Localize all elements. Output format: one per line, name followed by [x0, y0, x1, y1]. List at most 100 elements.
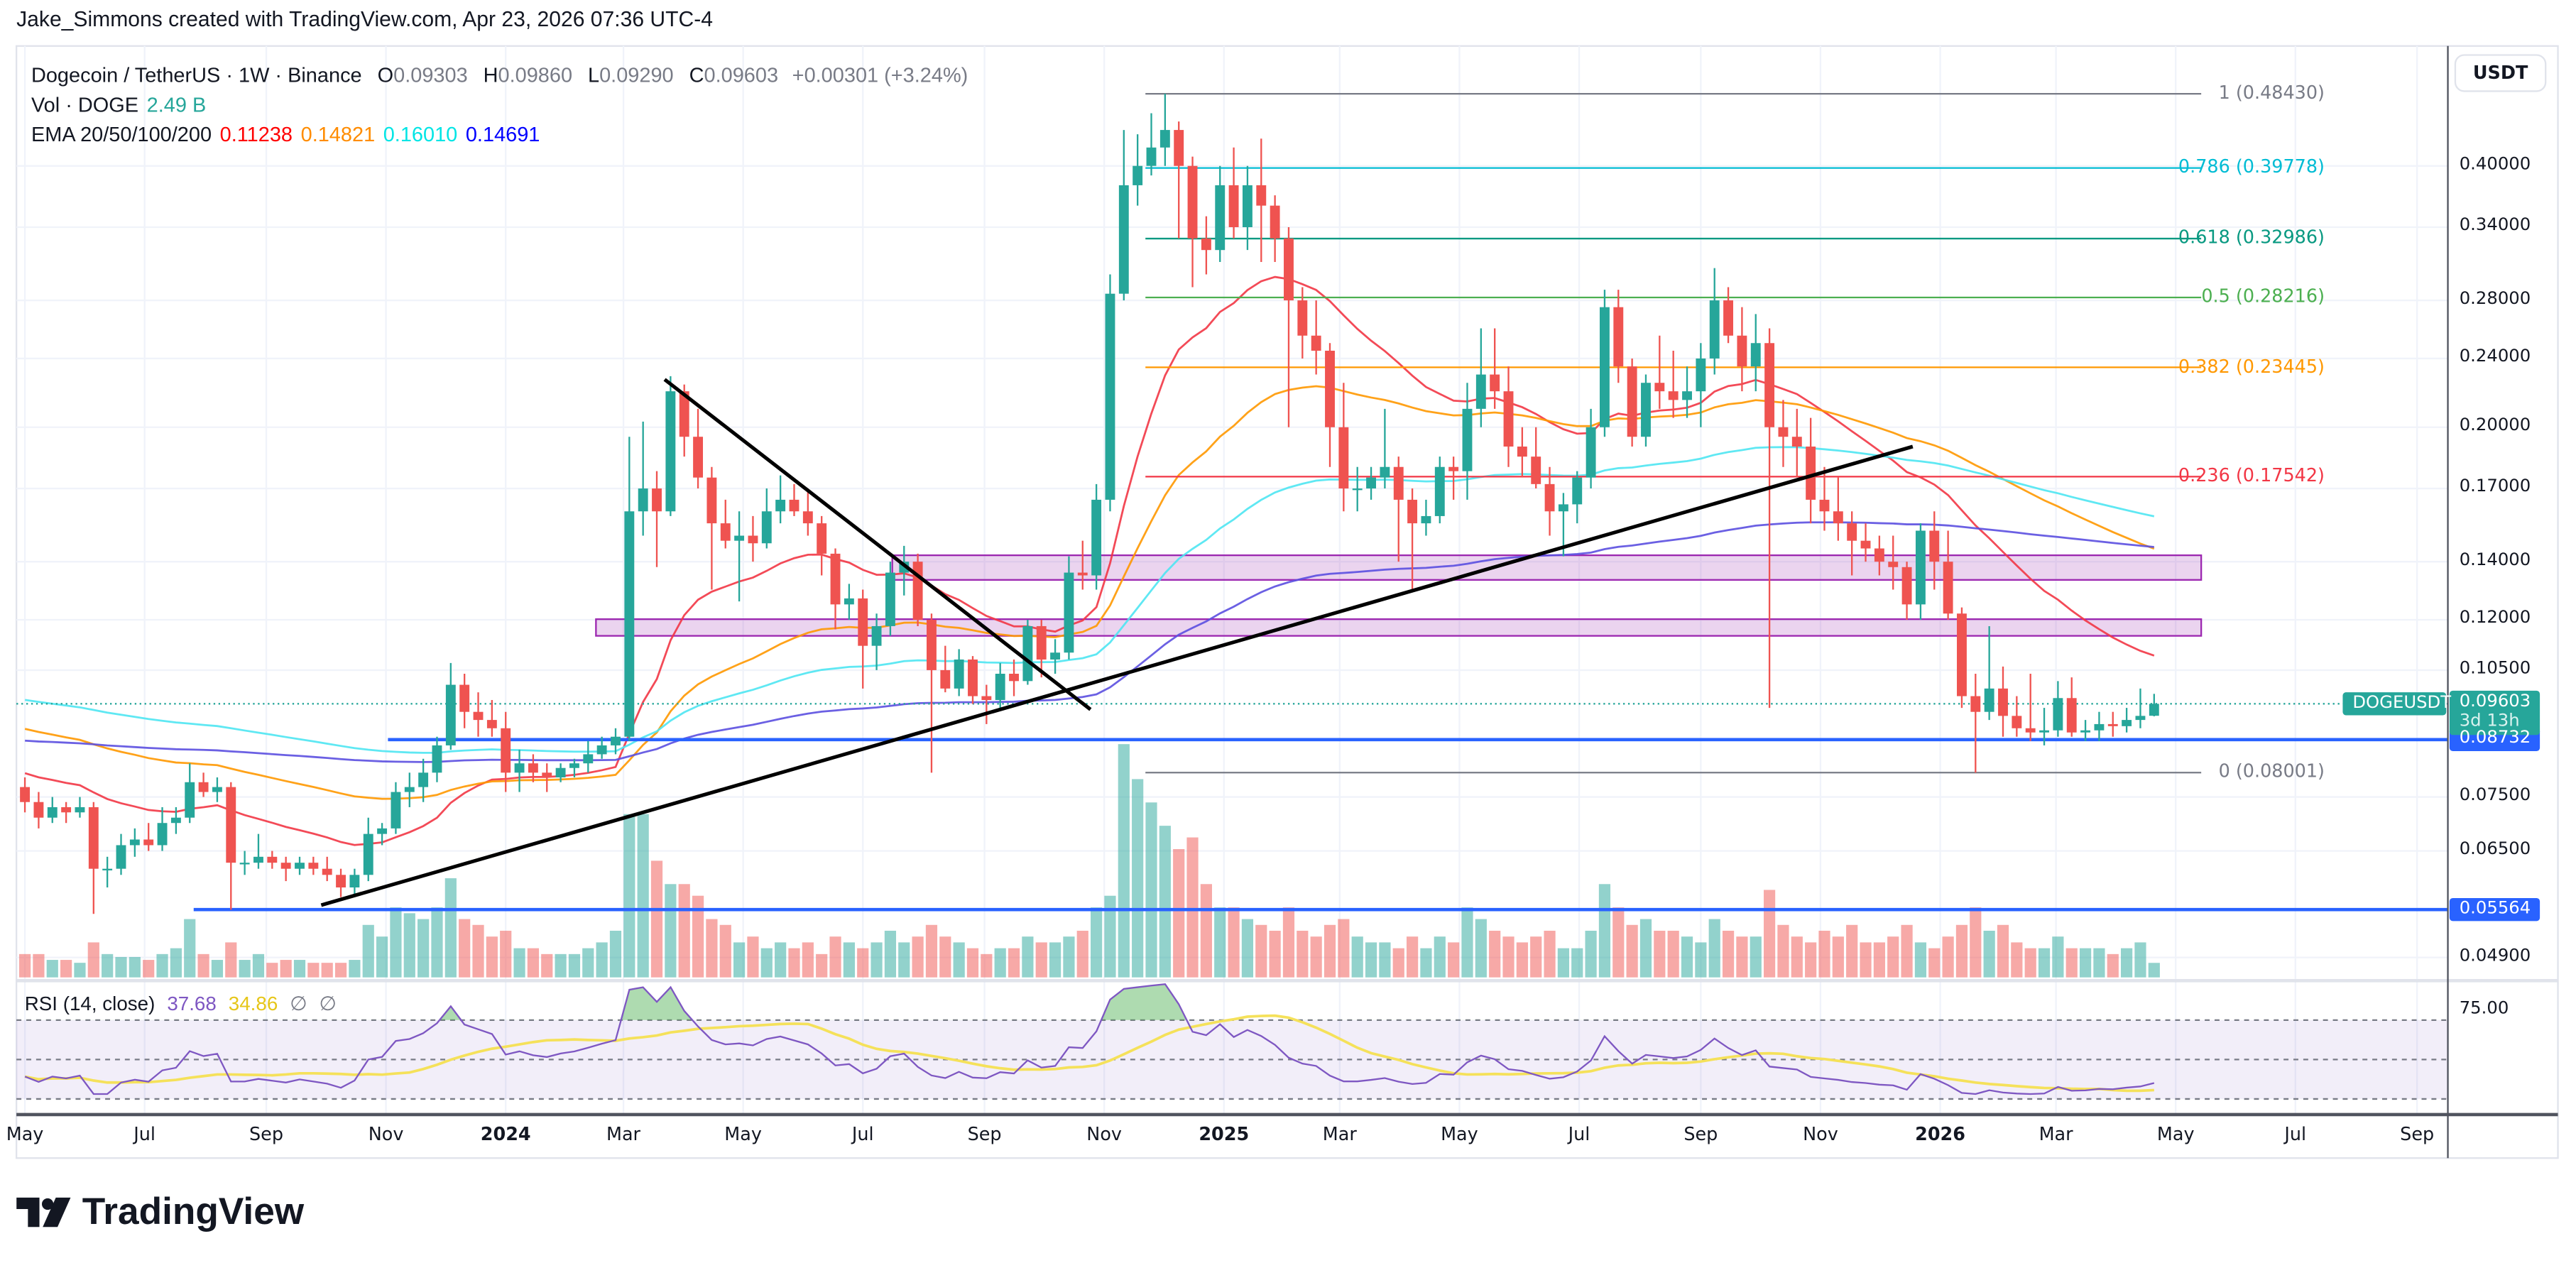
volume-bar [1255, 924, 1267, 978]
volume-bar [733, 942, 746, 978]
candle [1709, 268, 1720, 375]
volume-bar [2093, 948, 2105, 978]
candle [1434, 456, 1445, 524]
price-tag [2449, 897, 2540, 922]
candle [1077, 540, 1088, 590]
candle-body [1668, 391, 1679, 400]
candle [638, 421, 648, 536]
candle-body [940, 669, 951, 689]
candle [1215, 165, 1226, 263]
candle [102, 856, 113, 888]
candle [336, 868, 346, 897]
volume-bar [1557, 948, 1570, 978]
candle [1105, 274, 1115, 512]
volume-bar [1186, 837, 1199, 978]
rsi-value: 37.68 [167, 992, 217, 1015]
candle [1421, 499, 1431, 536]
fib-level-label: 1 (0.48430) [2218, 82, 2325, 104]
volume-bar [1654, 930, 1666, 978]
rsi-line [24, 983, 2155, 1095]
volume-bar [1612, 907, 1625, 978]
volume-bar [2148, 963, 2160, 978]
volume-bar [60, 960, 72, 978]
volume-bar [1832, 936, 1844, 978]
candle-body [720, 523, 731, 541]
candle-body [1434, 466, 1445, 516]
candle-body [2107, 723, 2118, 726]
candle [1901, 562, 1912, 620]
volume-bar [513, 948, 525, 978]
fib-retracement[interactable] [1145, 92, 2202, 774]
candle [1036, 620, 1047, 678]
time-axis-label: Jul [133, 1123, 156, 1145]
candle-body [1600, 307, 1610, 427]
candle [61, 802, 72, 824]
currency-button[interactable]: USDT [2454, 54, 2547, 92]
candle [720, 499, 731, 549]
candle-body [761, 511, 772, 544]
candle-body [652, 488, 662, 512]
time-axis-label: Jul [2284, 1123, 2307, 1145]
volume-bar [637, 814, 649, 978]
symbol-legend[interactable]: Dogecoin / TetherUS · 1W · Binance O0.09… [31, 64, 968, 87]
ema-legend[interactable]: EMA 20/50/100/200 0.11238 0.14821 0.16010 0.… [31, 124, 540, 146]
candle-body [583, 754, 594, 764]
candle-body [2039, 730, 2049, 733]
candle [501, 711, 511, 792]
candle-body [885, 572, 895, 626]
ema100-line [24, 446, 2155, 754]
candle [1050, 639, 1061, 674]
volume-bar [266, 963, 278, 978]
volume-bar [280, 960, 292, 978]
volume-bar [2065, 948, 2078, 978]
candle [1943, 530, 1953, 620]
candle [1380, 408, 1390, 489]
tradingview-logo[interactable]: TradingView [16, 1189, 304, 1233]
trendlines[interactable] [320, 378, 1914, 907]
candle-body [391, 792, 401, 829]
candle-body [1682, 391, 1692, 400]
volume-bar [33, 953, 45, 978]
candle-body [1215, 185, 1226, 251]
candle-body [1475, 374, 1486, 409]
volume-bars [18, 744, 2160, 978]
fib-level-label: 0.786 (0.39778) [2178, 156, 2325, 178]
price-axis-label: 0.06500 [2459, 839, 2531, 860]
candle [1847, 511, 1857, 576]
candle-body [789, 499, 799, 512]
candle [1984, 625, 1994, 721]
price-tags [2342, 690, 2540, 922]
time-axis-label: Mar [2039, 1123, 2073, 1145]
volume-bar [871, 942, 883, 978]
price-axis-label: 0.12000 [2459, 608, 2531, 628]
volume-bar [1173, 848, 1185, 978]
volume-bar [1887, 936, 1899, 978]
rsi-legend[interactable]: RSI (14, close) 37.68 34.86 ∅ ∅ [25, 993, 337, 1015]
time-axis-label: Sep [967, 1123, 1002, 1145]
fib-level-label: 0.5 (0.28216) [2201, 285, 2325, 307]
candle [2053, 681, 2063, 737]
candle [267, 851, 278, 869]
candle-body [1503, 391, 1514, 447]
candle-body [1558, 504, 1568, 512]
time-axis-label: Jul [1568, 1123, 1590, 1145]
candle [1600, 290, 1610, 437]
volume-legend[interactable]: Vol · DOGE 2.49 B [31, 94, 206, 116]
volume-bar [1901, 924, 1913, 978]
candle-body [817, 523, 827, 554]
volume-bar [2134, 942, 2146, 978]
volume-bar [486, 936, 498, 978]
time-axis-label: Mar [1322, 1123, 1357, 1145]
volume-bar [829, 936, 841, 978]
volume-bar [431, 907, 443, 978]
volume-bar [1598, 884, 1611, 978]
volume-bar [500, 930, 512, 978]
candle [1311, 300, 1321, 375]
candle [1874, 535, 1884, 576]
horizontal-lines[interactable] [16, 703, 2448, 912]
volume-bar [1035, 942, 1047, 978]
volume-bar [1639, 919, 1652, 978]
symbol-title: Dogecoin / TetherUS · 1W · Binance [31, 64, 362, 87]
candle-body [75, 807, 85, 813]
